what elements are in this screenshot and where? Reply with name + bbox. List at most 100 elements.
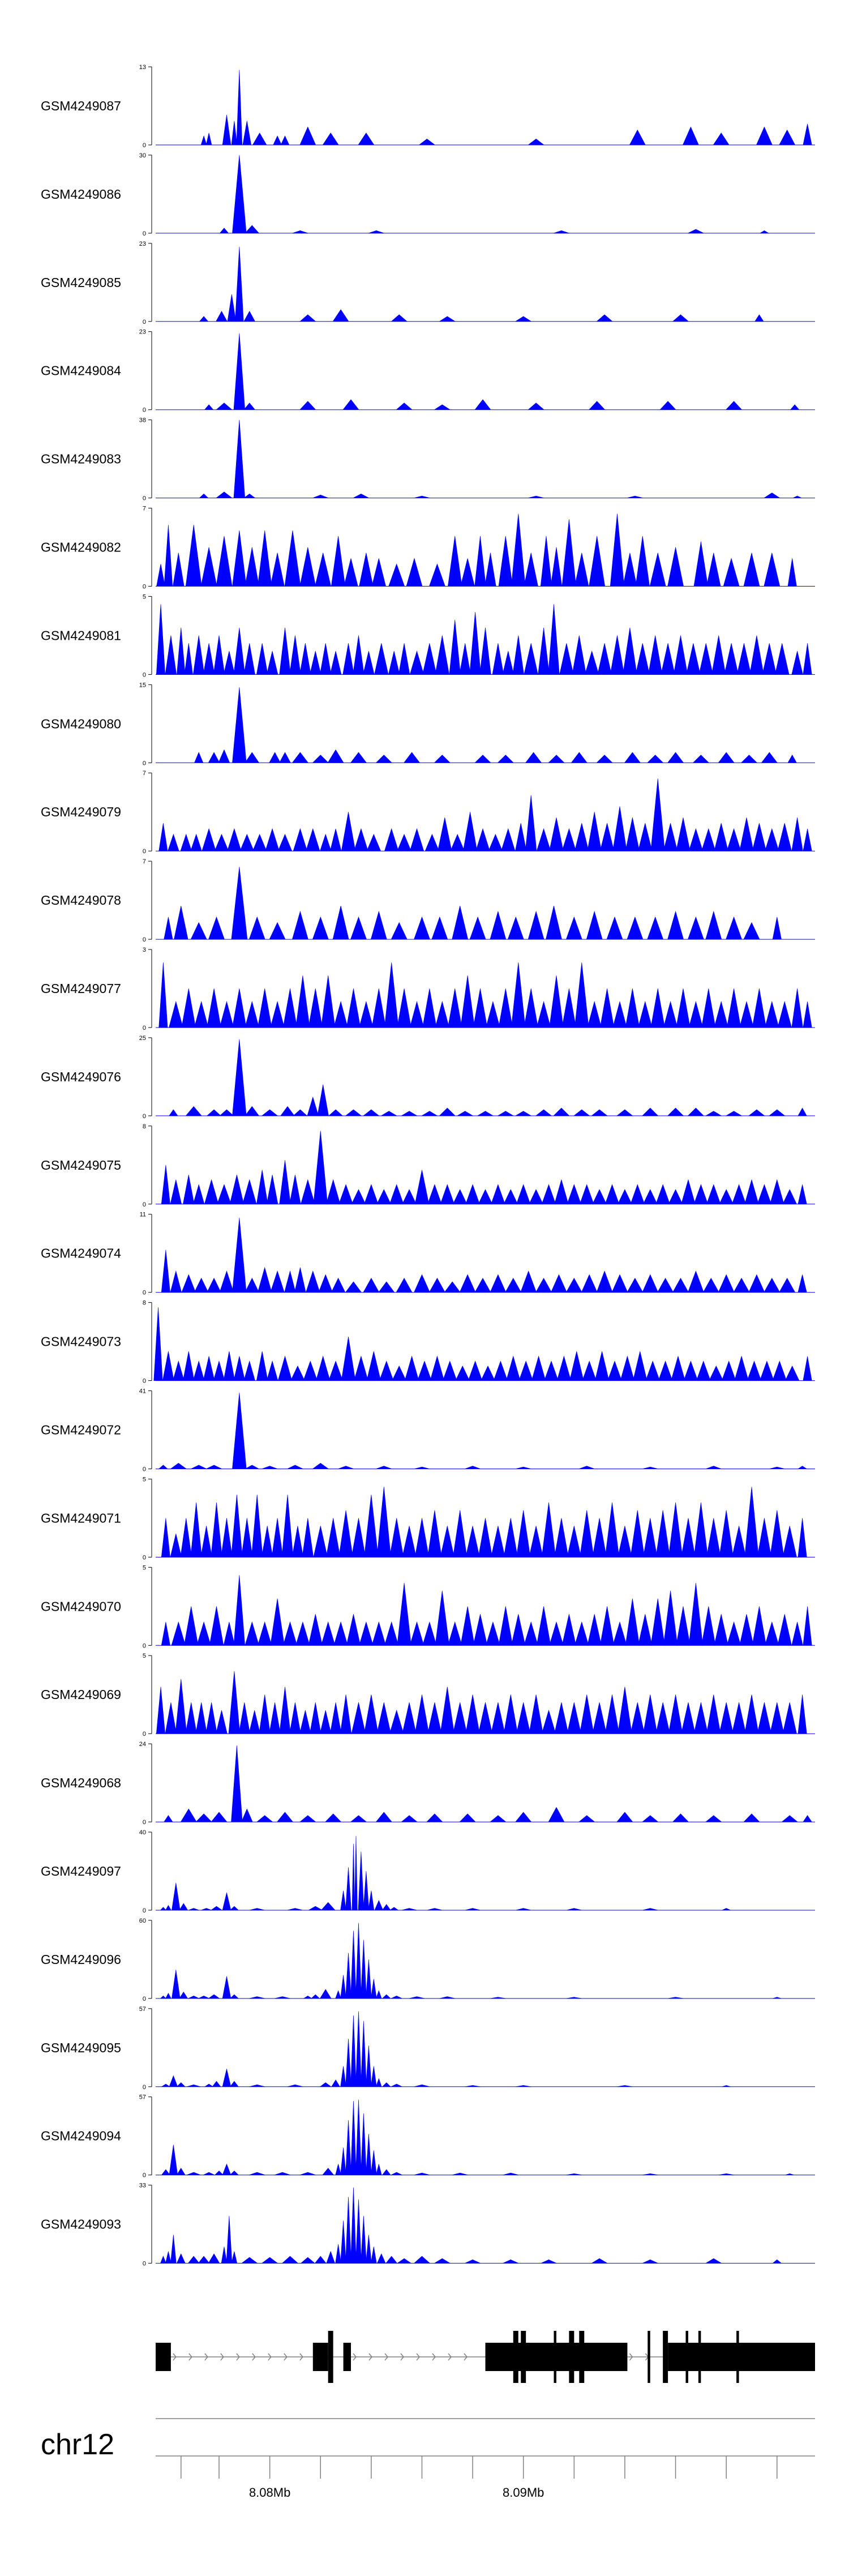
track-GSM4249081: GSM4249081 5 0 (41, 593, 815, 678)
signal-peak (693, 1184, 709, 1205)
signal-peak (599, 1606, 615, 1646)
signal-peak (550, 547, 563, 587)
signal-peak (353, 635, 365, 675)
signal-peak (165, 2251, 171, 2263)
signal-peak (242, 1179, 257, 1205)
signal-peak (524, 643, 538, 675)
signal-peak (344, 558, 358, 587)
signal-peak (591, 1109, 608, 1116)
signal-peak (627, 916, 644, 940)
signal-peak (168, 833, 179, 851)
track-label: GSM4249084 (41, 363, 121, 378)
signal-peak (345, 2197, 351, 2263)
signal-peak (181, 988, 196, 1028)
signal-peak (239, 833, 255, 851)
signal-peak (498, 988, 513, 1028)
signal-peak (475, 828, 490, 851)
signal-peak (281, 2256, 299, 2263)
signal-peak (235, 246, 244, 322)
signal-peak (515, 2085, 531, 2087)
signal-peak (391, 2172, 402, 2175)
signal-peak (773, 1997, 782, 1999)
signal-peak (204, 404, 214, 410)
signal-peak (218, 749, 230, 763)
signal-peak (559, 643, 574, 675)
signal-peak (205, 1702, 217, 1734)
signal-peak (391, 2083, 402, 2087)
signal-peak (219, 1109, 234, 1116)
signal-peak (803, 123, 812, 146)
signal-peak (435, 1590, 449, 1646)
signal-peak (332, 905, 349, 940)
signal-peak (515, 1812, 532, 1822)
signal-peak (612, 1621, 627, 1646)
signal-peak (490, 1997, 506, 1999)
signal-peak (325, 1518, 341, 1557)
signal-peak (803, 1356, 812, 1381)
track-label: GSM4249073 (41, 1334, 121, 1349)
track-GSM4249096: GSM4249096 60 0 (41, 1918, 815, 2002)
signal-peak (770, 1179, 784, 1205)
signal-peak (242, 121, 252, 146)
signal-peak (734, 1355, 749, 1381)
signal-peak (366, 2134, 372, 2175)
signal-peak (161, 2083, 171, 2087)
signal-peak (209, 1606, 224, 1646)
track-label: GSM4249068 (41, 1775, 121, 1790)
signal-peak (345, 1281, 362, 1293)
signal-peak (754, 314, 764, 322)
signal-peak (726, 988, 741, 1028)
signal-peak (241, 2257, 258, 2263)
signal-peak (722, 1908, 731, 1911)
track-label: GSM4249095 (41, 2040, 121, 2055)
signal-peak (333, 1000, 348, 1028)
y-axis-max-label: 57 (139, 2094, 146, 2101)
track-label: GSM4249069 (41, 1687, 121, 1702)
signal-peak (512, 635, 524, 675)
signal-peak (165, 635, 177, 675)
signal-peak (176, 2253, 186, 2263)
signal-peak (233, 333, 246, 410)
signal-peak (318, 1274, 333, 1293)
signal-peak (366, 2046, 372, 2087)
alt-exon-bar (698, 2331, 701, 2383)
signal-peak (524, 553, 538, 587)
signal-peak (642, 2259, 658, 2263)
signal-peak (245, 547, 259, 587)
signal-peak (520, 1270, 537, 1293)
signal-peak (295, 1621, 310, 1646)
signal-peak (726, 1621, 741, 1646)
signal-peak (549, 975, 564, 1028)
signal-peak (170, 1533, 182, 1557)
signal-peak (307, 1906, 323, 1911)
signal-peak (331, 536, 346, 587)
signal-peak (409, 1621, 424, 1646)
signal-peak (227, 294, 237, 322)
y-axis-zero-label: 0 (143, 2261, 146, 2267)
signal-peak (744, 1487, 759, 1557)
signal-peak (693, 541, 709, 587)
signal-peak (503, 2259, 519, 2263)
signal-peak (171, 1970, 181, 1999)
signal-peak (610, 635, 625, 675)
y-axis-max-label: 41 (139, 1388, 146, 1395)
signal-peak (277, 1355, 293, 1381)
signal-peak (156, 604, 166, 675)
signal-peak (460, 1606, 475, 1646)
signal-peak (627, 1277, 644, 1293)
signal-peak (214, 833, 229, 851)
signal-peak (265, 828, 280, 851)
signal-peak (797, 1518, 807, 1557)
signal-peak (739, 1614, 754, 1646)
signal-peak (338, 1184, 353, 1205)
signal-peak (404, 1355, 419, 1381)
signal-peak (216, 491, 233, 498)
track-label: GSM4249080 (41, 716, 121, 731)
track-GSM4249073: GSM4249073 8 0 (41, 1300, 815, 1385)
signal-peak (300, 2257, 316, 2263)
signal-peak (430, 1355, 445, 1381)
y-axis-max-label: 40 (139, 1829, 146, 1836)
signal-peak (548, 1807, 565, 1822)
signal-peak (188, 1908, 200, 1911)
signal-peak (204, 1179, 219, 1205)
